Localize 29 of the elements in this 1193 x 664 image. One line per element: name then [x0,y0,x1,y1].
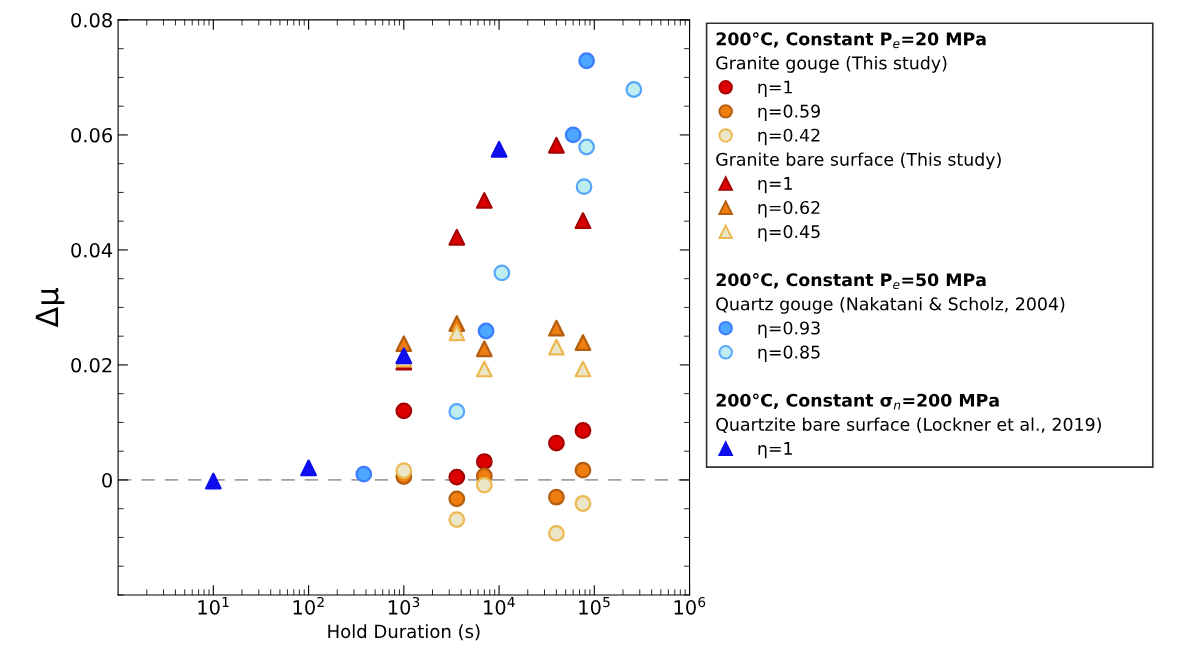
legend-label: η=0.62 [758,200,820,218]
legend-label: η=0.45 [758,225,820,242]
text: 200°C, Constant P$_{e}$=50 MPa [716,273,986,290]
x-tick-label: 10$^{5}$ [579,597,610,615]
x-axis-title: Hold Duration (s) [328,624,480,641]
text: Quartz gouge (Nakatani & Scholz, 2004) [716,297,1065,314]
x-tick-label: 10$^{6}$ [674,596,706,615]
text: Granite bare surface (This study) [716,152,1001,170]
legend-label: η=1 [758,80,792,97]
legend-label: η=0.59 [758,104,820,122]
legend-label: η=0.85 [758,345,820,362]
legend-label: η=1 [758,177,792,194]
legend-label: η=1 [758,442,792,459]
y-axis-title: Δμ [35,288,65,328]
x-tick-label: 10$^{3}$ [388,596,420,615]
x-tick-label: 10$^{1}$ [198,597,229,615]
text: Quartzite bare surface (Lockner et al., 2019) [716,417,1101,433]
text: 200°C, Constant σ$_{n}$=200 MPa [716,393,999,410]
text: 200°C, Constant P$_{e}$=20 MPa [716,32,986,49]
x-tick-label: 10$^{4}$ [484,597,515,615]
legend-label: η=0.42 [758,128,820,146]
y-tick-label: 0.02 [71,357,112,373]
y-tick-label: 0 [102,472,112,488]
y-tick-label: 0.08 [71,12,112,28]
legend-label: η=0.93 [758,321,820,338]
text: Granite gouge (This study) [716,56,947,73]
y-tick-label: 0.04 [71,242,113,258]
y-tick-label: 0.06 [71,127,113,143]
x-tick-label: 10$^{2}$ [293,596,324,615]
